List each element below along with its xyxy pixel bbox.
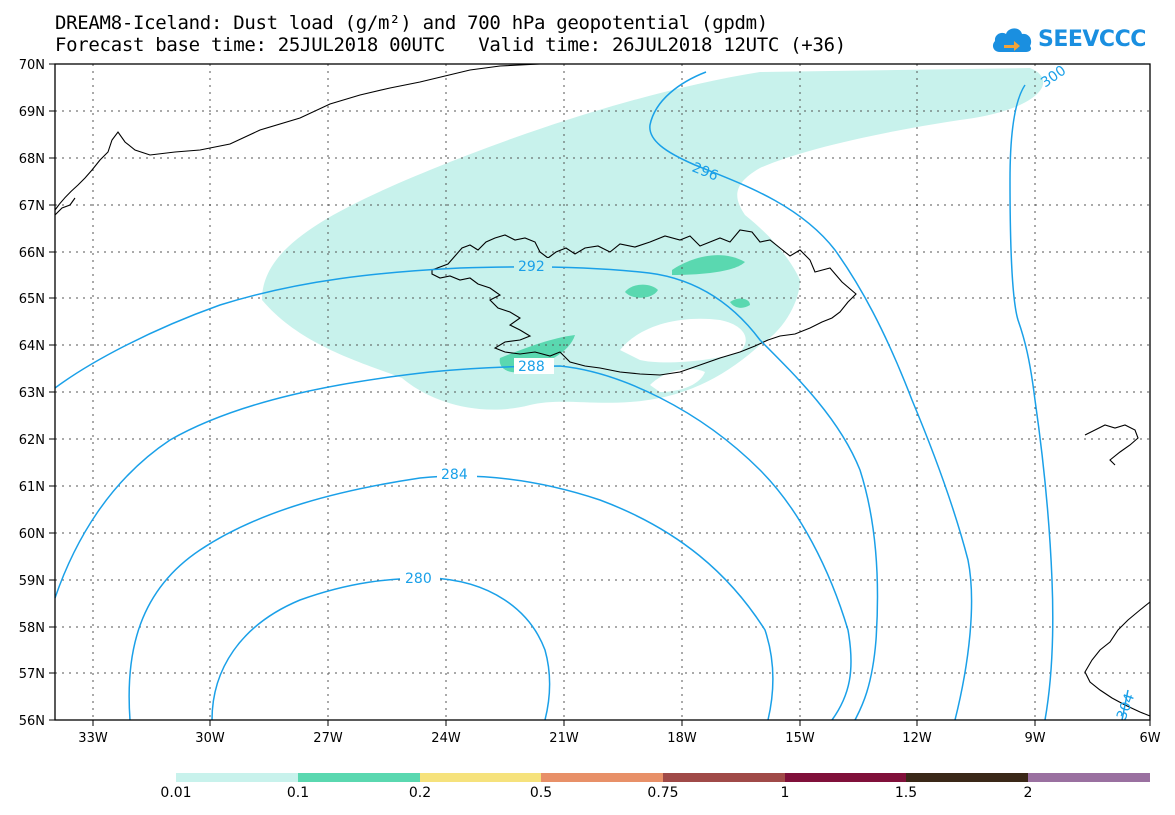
colorbar-swatch [663,773,785,782]
contour-296 [649,71,973,721]
lat-label: 70N [19,58,45,73]
lon-label: 15W [785,731,815,746]
lat-label: 61N [19,480,45,495]
lon-label: 30W [195,731,225,746]
lat-label: 67N [19,199,45,214]
lat-label: 66N [19,246,45,261]
lon-label: 6W [1139,731,1160,746]
contour-label-280: 280 [405,571,432,587]
map-title: DREAM8-Iceland: Dust load (g/m²) and 700… [55,12,768,34]
iceland-coast [431,229,857,376]
contour-300 [1009,84,1054,721]
colorbar-label: 1 [780,785,790,801]
lon-label: 24W [431,731,461,746]
colorbar [176,773,1150,782]
lat-label: 65N [19,292,45,307]
graticule [55,64,1150,720]
lat-label: 56N [19,714,45,729]
colorbar-swatch [1028,773,1150,782]
lat-label: 60N [19,527,45,542]
axis-ticks [49,63,1151,726]
greenland-coast [54,63,541,216]
lat-label: 63N [19,386,45,401]
contour-280 [211,577,551,721]
lon-label: 9W [1024,731,1045,746]
contour-label-304: 304 [1114,691,1138,722]
dust-gap-1 [620,318,746,363]
colorbar-swatch [785,773,906,782]
map-subtitle: Forecast base time: 25JUL2018 00UTC Vali… [55,34,846,56]
colorbar-label: 1.5 [894,785,918,801]
colorbar-swatch [176,773,298,782]
colorbar-swatch [420,773,541,782]
lat-label: 57N [19,667,45,682]
lat-label: 62N [19,433,45,448]
lat-label: 64N [19,339,45,354]
scotland-coast [1084,601,1151,717]
lon-label: 18W [667,731,697,746]
colorbar-label: 2 [1023,785,1033,801]
dust-area-mid-2 [625,284,658,298]
contour-288 [54,365,852,721]
colorbar-label: 0.1 [286,785,310,801]
lat-label: 58N [19,621,45,636]
coastlines [54,63,1151,717]
cloud-icon [992,28,1032,52]
seevccc-logo: SEEVCCC [990,22,1146,56]
lon-label: 21W [549,731,579,746]
contour-label-288: 288 [518,359,545,375]
contour-304 [1121,689,1129,721]
lon-label: 33W [78,731,108,746]
contour-284 [128,475,774,721]
faroe-coast [1084,424,1139,466]
contour-label-300: 300 [1038,63,1069,91]
lat-label: 68N [19,152,45,167]
lon-label: 27W [313,731,343,746]
longitude-labels: 33W 30W 27W 24W 21W 18W 15W 12W 9W 6W [78,731,1160,746]
dust-area-mid-3 [730,298,750,308]
contour-292 [54,266,879,721]
dust-area-low [262,68,1044,410]
logo-text: SEEVCCC [1038,26,1146,52]
dust-area-mid-1 [672,255,745,275]
colorbar-swatch [298,773,420,782]
lat-label: 69N [19,105,45,120]
colorbar-swatch [906,773,1028,782]
dust-load-shading [262,68,1044,410]
colorbar-label: 0.5 [529,785,553,801]
contour-label-284: 284 [441,467,468,483]
dust-gap-2 [650,368,705,392]
lon-label: 12W [902,731,932,746]
colorbar-label: 0.75 [647,785,679,801]
colorbar-label: 0.01 [160,785,192,801]
colorbar-label: 0.2 [408,785,432,801]
lat-label: 59N [19,574,45,589]
colorbar-swatch [541,773,663,782]
contour-label-292: 292 [518,259,545,275]
latitude-labels: 70N 69N 68N 67N 66N 65N 64N 63N 62N 61N … [19,58,45,729]
